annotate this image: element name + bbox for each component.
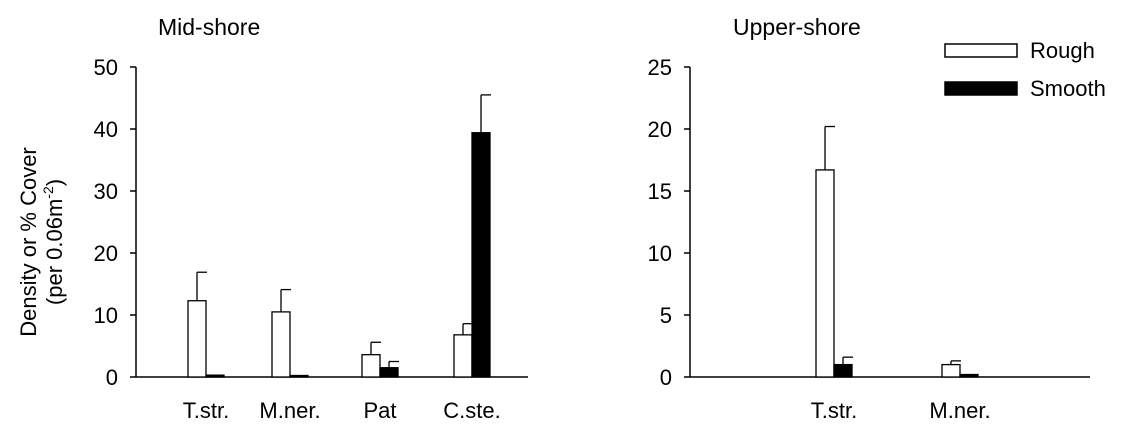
smooth-bar: [205, 374, 225, 378]
y-axis-label-prefix: (per 0.06m: [42, 199, 67, 305]
x-tick-label: Pat: [363, 398, 396, 423]
legend-swatch-rough: [944, 43, 1018, 58]
rough-bar: [271, 311, 291, 378]
y-tick-label: 10: [94, 303, 118, 328]
x-tick-label: T.str.: [183, 398, 229, 423]
y-tick-label: 10: [648, 241, 672, 266]
y-tick-label: 20: [648, 117, 672, 142]
y-tick-label: 15: [648, 179, 672, 204]
y-axis-label-line1: Density or % Cover: [16, 147, 41, 337]
y-axis-label-line2: (per 0.06m-2): [40, 179, 67, 305]
upper-shore-axes: 0 5 10 15 20 25 T.str. M.ner.: [648, 55, 1090, 423]
mid-shore-axes: 0 10 20 30 40 50 T.str. M.ner. Pat C.ste.: [94, 55, 528, 423]
rough-bar: [453, 334, 473, 378]
rough-bar: [941, 363, 961, 378]
upper-shore-title: Upper-shore: [733, 14, 861, 40]
upper-shore-panel: Upper-shore 0 5 10 15 20 25 T.str. M.ner.: [648, 14, 1090, 423]
y-axis-label-superscript: -2: [40, 186, 56, 199]
y-tick-label: 0: [660, 365, 672, 390]
y-tick-label: 5: [660, 303, 672, 328]
x-tick-label: M.ner.: [259, 398, 320, 423]
legend-label-rough: Rough: [1030, 38, 1095, 63]
x-tick-label: C.ste.: [443, 398, 500, 423]
smooth-bar: [289, 374, 309, 378]
smooth-bar: [471, 132, 491, 378]
y-tick-label: 30: [94, 179, 118, 204]
y-tick-label: 25: [648, 55, 672, 80]
mid-shore-bars: [187, 94, 491, 378]
legend-swatch-smooth: [944, 81, 1018, 96]
upper-shore-bars: [815, 125, 979, 378]
smooth-bar: [379, 367, 399, 378]
y-tick-label: 50: [94, 55, 118, 80]
rough-bar: [361, 354, 381, 378]
x-tick-label: T.str.: [811, 398, 857, 423]
y-axis-label-suffix: ): [42, 179, 67, 186]
y-tick-label: 0: [106, 365, 118, 390]
y-tick-label: 20: [94, 241, 118, 266]
legend-label-smooth: Smooth: [1030, 76, 1106, 101]
rough-bar: [815, 169, 835, 378]
legend: Rough Smooth: [944, 38, 1106, 101]
y-tick-label: 40: [94, 117, 118, 142]
mid-shore-panel: Mid-shore Density or % Cover (per 0.06m-…: [16, 14, 528, 423]
x-tick-label: M.ner.: [929, 398, 990, 423]
mid-shore-title: Mid-shore: [158, 14, 260, 40]
smooth-bar: [959, 373, 979, 378]
smooth-bar: [833, 363, 853, 378]
rough-bar: [187, 300, 207, 378]
